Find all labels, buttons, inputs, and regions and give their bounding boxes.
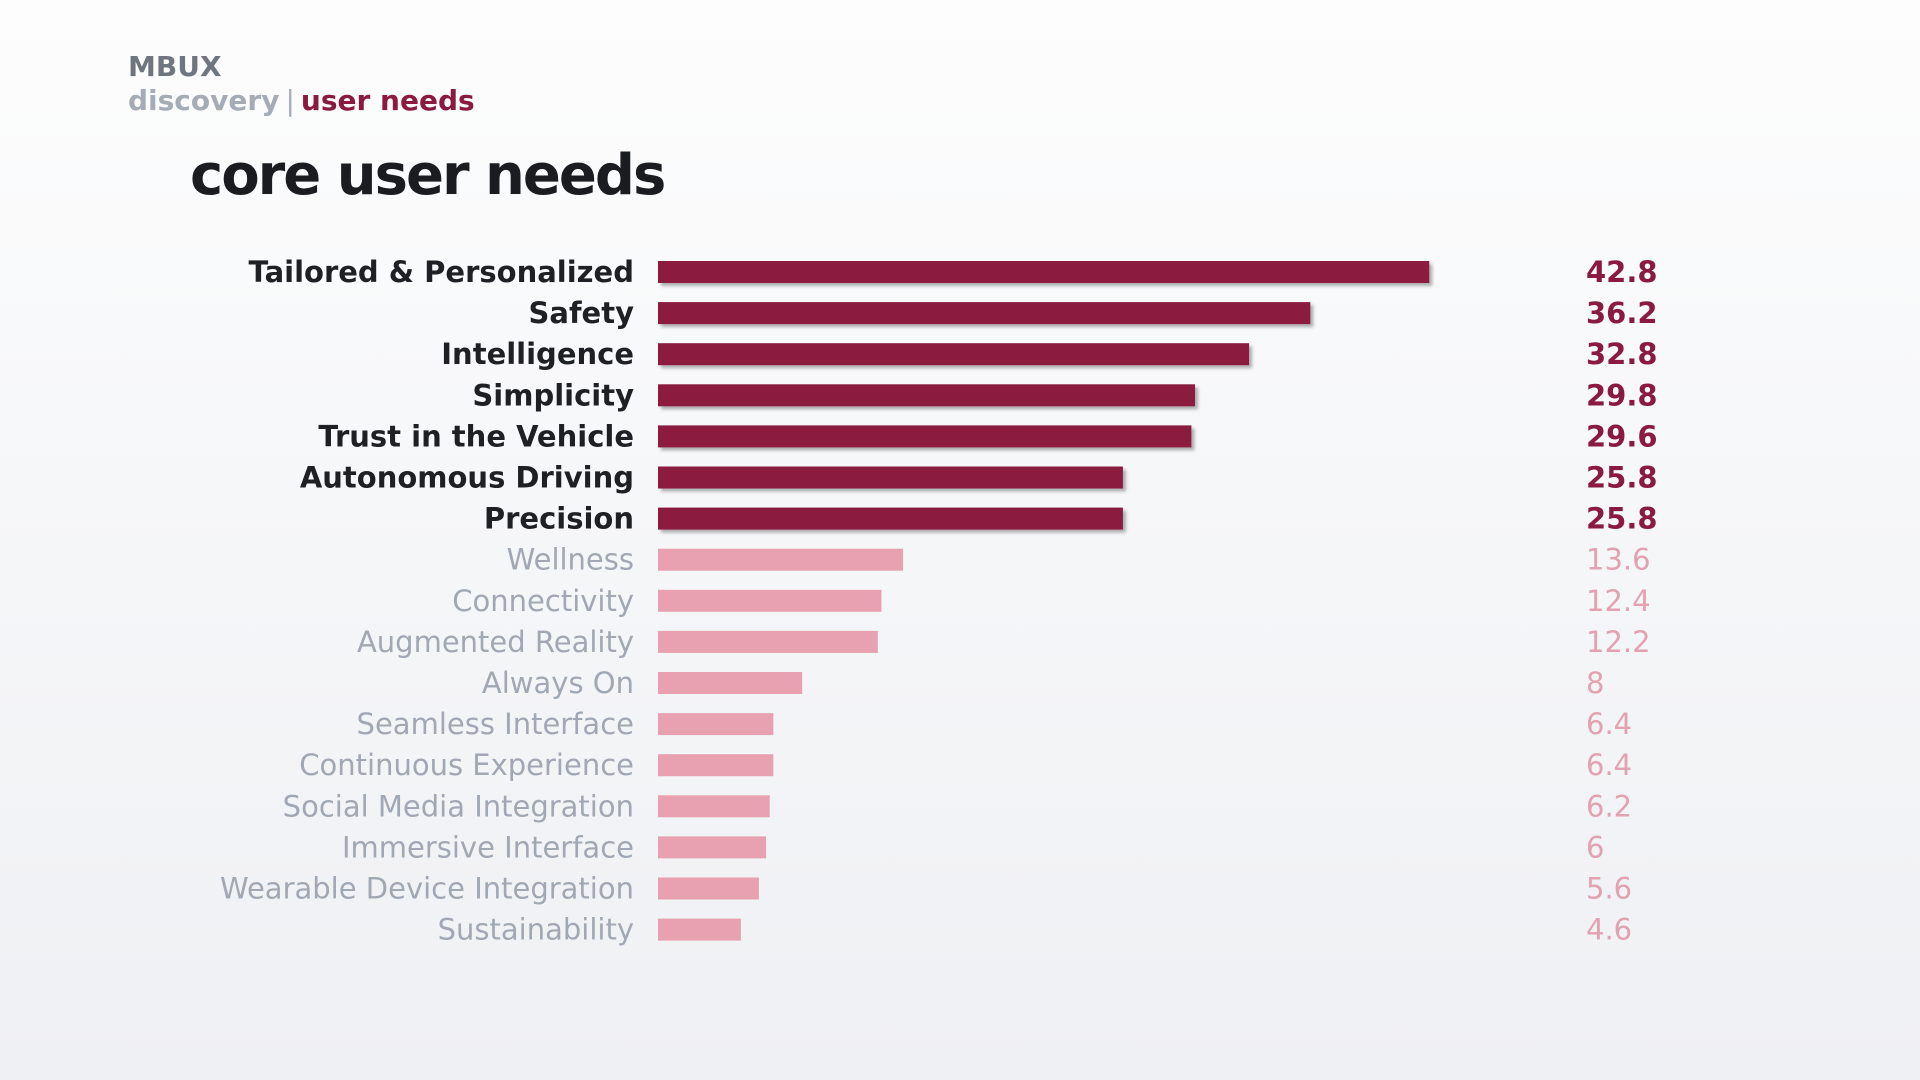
value-label: 36.2 [1586, 296, 1658, 330]
bar-row: Trust in the Vehicle 29.6 [318, 419, 1657, 453]
bar [658, 672, 803, 694]
category-label: Wearable Device Integration [220, 872, 634, 906]
value-label: 12.4 [1586, 584, 1651, 618]
bar-row: Simplicity 29.8 [472, 378, 1657, 412]
bar [658, 261, 1430, 283]
category-label: Wellness [507, 543, 634, 577]
value-label: 6.4 [1586, 748, 1632, 782]
brand-name: MBUX [128, 50, 222, 83]
bar [658, 918, 741, 941]
bar-row: Augmented Reality 12.2 [357, 625, 1651, 659]
category-label: Precision [484, 502, 634, 536]
category-label: Intelligence [441, 337, 634, 371]
value-label: 6.2 [1586, 789, 1632, 823]
bar [658, 466, 1123, 489]
bar-row: Always On 8 [482, 666, 1605, 700]
bar [658, 302, 1311, 325]
value-label: 8 [1586, 666, 1604, 700]
bar-row: Continuous Experience 6.4 [299, 748, 1632, 782]
bar [658, 795, 770, 818]
value-label: 5.6 [1586, 872, 1632, 906]
category-label: Sustainability [438, 913, 634, 947]
bar-row: Autonomous Driving 25.8 [300, 461, 1658, 495]
breadcrumb-section[interactable]: discovery [128, 84, 280, 118]
value-label: 29.6 [1586, 419, 1658, 453]
value-label: 29.8 [1586, 378, 1658, 412]
bars-group: Tailored & Personalized 42.8 Safety 36.2 Int… [220, 255, 1658, 947]
bar-row: Sustainability 4.6 [438, 913, 1632, 947]
bar-row: Seamless Interface 6.4 [357, 707, 1633, 741]
value-label: 6.4 [1586, 707, 1632, 741]
value-label: 13.6 [1586, 543, 1651, 577]
bar-row: Wearable Device Integration 5.6 [220, 872, 1632, 906]
bar-row: Intelligence 32.8 [441, 337, 1657, 371]
bar [658, 384, 1195, 407]
breadcrumb-current: user needs [300, 84, 475, 118]
value-label: 12.2 [1586, 625, 1651, 659]
bar [658, 630, 878, 653]
category-label: Continuous Experience [299, 748, 634, 782]
bar [658, 425, 1192, 448]
bar-row: Connectivity 12.4 [452, 584, 1650, 618]
category-label: Trust in the Vehicle [318, 419, 634, 453]
bar-row: Safety 36.2 [528, 296, 1657, 330]
bar [658, 507, 1123, 530]
category-label: Augmented Reality [357, 625, 634, 659]
value-label: 4.6 [1586, 913, 1632, 947]
bar [658, 713, 774, 736]
value-label: 6 [1586, 830, 1604, 864]
value-label: 32.8 [1586, 337, 1658, 371]
bar-row: Precision 25.8 [484, 502, 1658, 536]
breadcrumb-separator: | [285, 84, 295, 118]
category-label: Social Media Integration [283, 789, 634, 823]
bar [658, 754, 774, 777]
category-label: Seamless Interface [357, 707, 634, 741]
value-label: 42.8 [1586, 255, 1658, 289]
category-label: Simplicity [472, 378, 634, 412]
bar [658, 548, 904, 571]
value-label: 25.8 [1586, 461, 1658, 495]
bar-row: Immersive Interface 6 [342, 830, 1605, 864]
category-label: Always On [482, 666, 634, 700]
bar-row: Social Media Integration 6.2 [283, 789, 1632, 823]
bar [658, 343, 1250, 366]
bar-row: Tailored & Personalized 42.8 [249, 255, 1658, 289]
category-label: Immersive Interface [342, 830, 634, 864]
category-label: Autonomous Driving [300, 461, 634, 495]
category-label: Safety [528, 296, 634, 330]
bar [658, 877, 759, 900]
value-label: 25.8 [1586, 502, 1658, 536]
bar [658, 836, 767, 859]
breadcrumb: discovery | user needs [128, 84, 475, 118]
category-label: Tailored & Personalized [249, 255, 634, 289]
page-title: core user needs [190, 143, 666, 208]
bar [658, 589, 882, 612]
bar-row: Wellness 13.6 [507, 543, 1651, 577]
header: MBUX discovery | user needs [128, 50, 475, 118]
category-label: Connectivity [452, 584, 634, 618]
